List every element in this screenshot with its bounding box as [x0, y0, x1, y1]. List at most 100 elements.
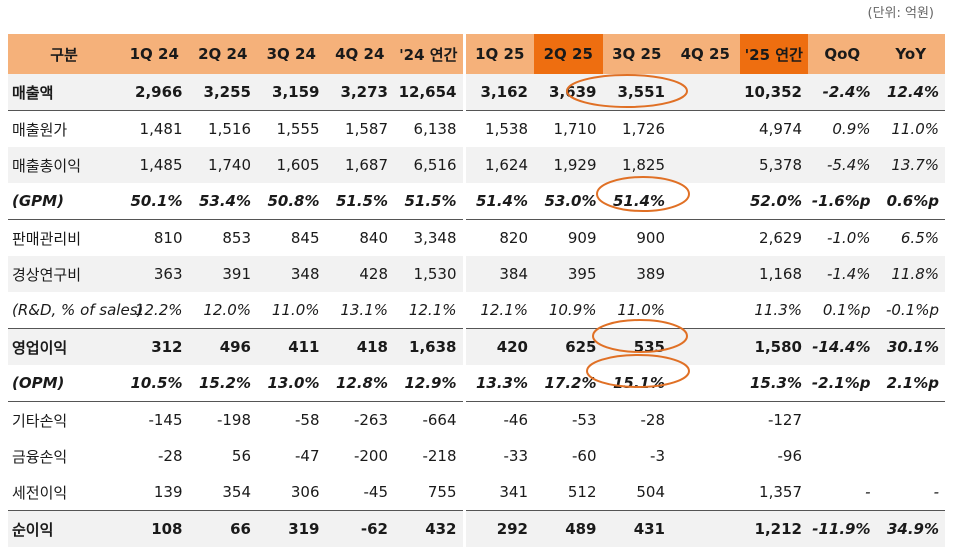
table-cell: 11.0% — [257, 292, 326, 329]
table-cell — [671, 511, 740, 547]
table-cell: 17.2% — [534, 365, 603, 402]
table-cell: -127 — [740, 402, 809, 439]
table-cell: 15.1% — [603, 365, 672, 402]
table-cell: 3,159 — [257, 74, 326, 111]
table-cell: -2.1%p — [808, 365, 877, 402]
row-label: (R&D, % of sales) — [8, 292, 120, 329]
table-cell: 1,605 — [257, 147, 326, 183]
row-label: (GPM) — [8, 183, 120, 220]
table-cell: 3,348 — [394, 220, 463, 257]
table-cell: 319 — [257, 511, 326, 547]
table-cell: 11.0% — [603, 292, 672, 329]
table-cell: 363 — [120, 256, 189, 292]
table-cell: 12.1% — [394, 292, 463, 329]
table-cell: 11.8% — [877, 256, 946, 292]
table-row-other-income: 기타손익-145-198-58-263-664-46-53-28-127 — [8, 402, 945, 439]
table-cell — [671, 111, 740, 148]
table-cell: 0.1%p — [808, 292, 877, 329]
table-cell: 13.7% — [877, 147, 946, 183]
table-cell: 3,255 — [189, 74, 258, 111]
income-statement-table-wrapper: 구분 1Q 24 2Q 24 3Q 24 4Q 24 '24 연간 1Q 25 … — [8, 34, 942, 547]
table-cell: 11.0% — [877, 111, 946, 148]
table-cell: - — [808, 474, 877, 511]
table-cell: 395 — [534, 256, 603, 292]
table-cell: 418 — [326, 329, 395, 366]
table-cell: -0.1%p — [877, 292, 946, 329]
table-cell: 10.5% — [120, 365, 189, 402]
table-cell: 1,710 — [534, 111, 603, 148]
table-cell: 3,273 — [326, 74, 395, 111]
row-label: 매출총이익 — [8, 147, 120, 183]
table-cell — [671, 256, 740, 292]
table-cell: 420 — [466, 329, 535, 366]
table-cell — [671, 74, 740, 111]
table-cell: 1,587 — [326, 111, 395, 148]
table-cell: -47 — [257, 438, 326, 474]
table-cell: 428 — [326, 256, 395, 292]
table-cell: 13.0% — [257, 365, 326, 402]
table-cell — [671, 438, 740, 474]
table-cell: 12.8% — [326, 365, 395, 402]
table-cell: -664 — [394, 402, 463, 439]
table-cell: 2,966 — [120, 74, 189, 111]
table-cell: 15.2% — [189, 365, 258, 402]
table-cell: 52.0% — [740, 183, 809, 220]
header-col-4q25: 4Q 25 — [671, 34, 740, 74]
table-cell: 6,138 — [394, 111, 463, 148]
table-cell: 306 — [257, 474, 326, 511]
table-cell: 1,516 — [189, 111, 258, 148]
table-cell — [808, 402, 877, 439]
table-cell: 431 — [603, 511, 672, 547]
table-cell: 15.3% — [740, 365, 809, 402]
table-cell: 496 — [189, 329, 258, 366]
table-cell: 348 — [257, 256, 326, 292]
row-label: 매출액 — [8, 74, 120, 111]
table-cell — [877, 402, 946, 439]
row-label: 판매관리비 — [8, 220, 120, 257]
table-cell: 755 — [394, 474, 463, 511]
table-cell: 1,929 — [534, 147, 603, 183]
table-cell — [671, 292, 740, 329]
table-cell: -33 — [466, 438, 535, 474]
header-col-4q24: 4Q 24 — [326, 34, 395, 74]
table-cell: 12.1% — [466, 292, 535, 329]
table-cell: -1.6%p — [808, 183, 877, 220]
table-cell: 34.9% — [877, 511, 946, 547]
header-col-2q25: 2Q 25 — [534, 34, 603, 74]
table-cell: 1,530 — [394, 256, 463, 292]
table-cell: -62 — [326, 511, 395, 547]
table-cell: 1,538 — [466, 111, 535, 148]
table-cell: 432 — [394, 511, 463, 547]
table-cell — [671, 220, 740, 257]
table-cell: -45 — [326, 474, 395, 511]
table-cell: -14.4% — [808, 329, 877, 366]
header-row: 구분 1Q 24 2Q 24 3Q 24 4Q 24 '24 연간 1Q 25 … — [8, 34, 945, 74]
table-cell: -96 — [740, 438, 809, 474]
table-cell: 909 — [534, 220, 603, 257]
table-cell — [671, 183, 740, 220]
income-statement-table: 구분 1Q 24 2Q 24 3Q 24 4Q 24 '24 연간 1Q 25 … — [8, 34, 945, 547]
table-cell — [671, 365, 740, 402]
table-cell: 3,162 — [466, 74, 535, 111]
table-cell: 50.8% — [257, 183, 326, 220]
table-cell: 56 — [189, 438, 258, 474]
header-col-1q24: 1Q 24 — [120, 34, 189, 74]
table-cell: 10,352 — [740, 74, 809, 111]
table-cell: 30.1% — [877, 329, 946, 366]
header-col-1q25: 1Q 25 — [466, 34, 535, 74]
table-cell: 354 — [189, 474, 258, 511]
table-cell: 810 — [120, 220, 189, 257]
table-cell: 6.5% — [877, 220, 946, 257]
unit-note: (단위: 억원) — [868, 2, 935, 21]
table-cell: 1,638 — [394, 329, 463, 366]
table-row-rnd-ratio: (R&D, % of sales)12.2%12.0%11.0%13.1%12.… — [8, 292, 945, 329]
